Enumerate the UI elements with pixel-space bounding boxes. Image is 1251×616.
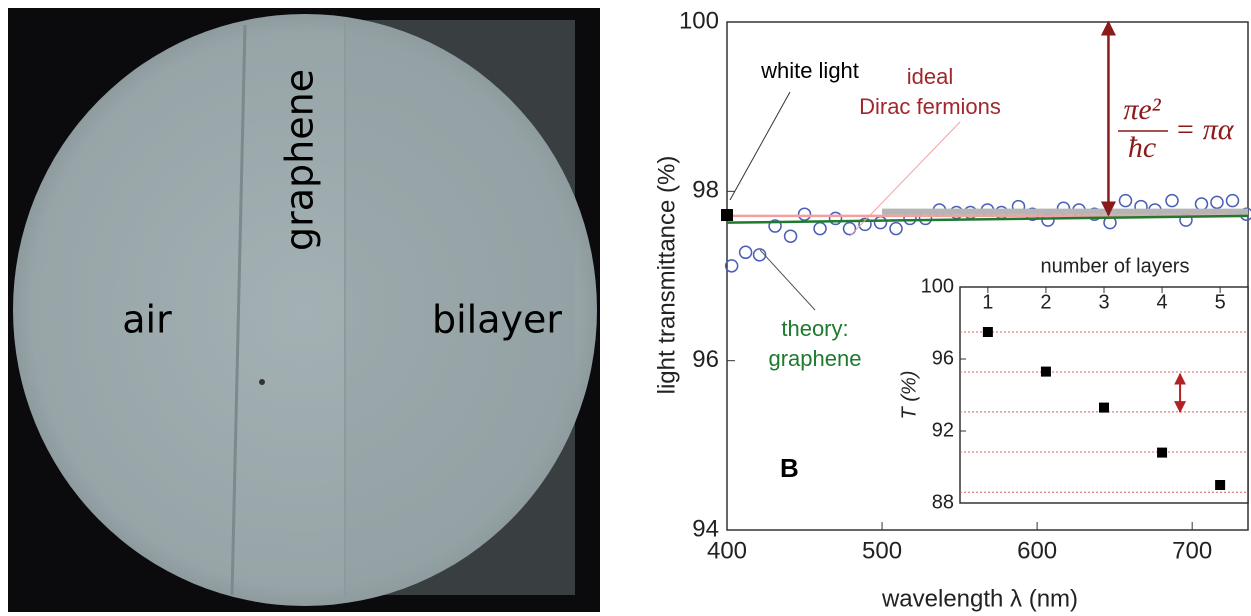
y-tick-label: 96 [692, 346, 719, 373]
y-tick-label: 100 [921, 275, 954, 297]
data-point [1165, 193, 1179, 208]
x-tick-label: 500 [862, 537, 902, 564]
dust [259, 379, 265, 385]
data-point [721, 209, 733, 222]
data-point [842, 221, 857, 236]
data-point [1157, 447, 1168, 458]
data-point [752, 248, 767, 262]
formula-numerator: πe² [1123, 93, 1161, 126]
y-tick-label: 94 [692, 515, 719, 542]
y-tick-label: 92 [932, 419, 954, 441]
formula-denominator: ħc [1128, 131, 1156, 164]
x-tick-label: 5 [1215, 291, 1226, 313]
inset-frame [959, 286, 1249, 504]
data-point [724, 259, 739, 273]
x-tick-label: 600 [1017, 537, 1057, 564]
x-axis-title: wavelength λ (nm) [881, 585, 1078, 612]
photo-label: air [122, 298, 172, 342]
data-point [1118, 193, 1133, 208]
annotation: Dirac fermions [859, 94, 1001, 119]
x-tick-label: 1 [982, 291, 993, 313]
data-point [797, 207, 812, 221]
data-point [768, 219, 782, 233]
leader [759, 249, 816, 311]
y-tick-label: 88 [932, 491, 954, 513]
photo-label: bilayer [432, 298, 562, 342]
x-tick-label: 2 [1040, 291, 1051, 313]
x-tick-label: 700 [1172, 537, 1212, 564]
inset-y-title: T (%) [898, 371, 920, 420]
data-point [858, 217, 872, 232]
x-tick-label: 3 [1098, 291, 1109, 313]
data-point [889, 221, 903, 236]
annotation: white light [760, 58, 859, 83]
formula-rhs: = πα [1175, 113, 1235, 146]
y-tick-label: 100 [679, 7, 719, 34]
sample-disc [13, 14, 597, 606]
theory-line [726, 214, 1249, 224]
data-point [1225, 193, 1240, 208]
x-tick-label: 4 [1157, 291, 1168, 313]
inset-chart: 88 92 96 100 1 2 3 4 5 number of layers T (%) [898, 255, 1249, 513]
leader [729, 91, 791, 201]
y-axis-title: light transmittance (%) [653, 156, 680, 395]
annotation: graphene [769, 346, 862, 371]
annotation: ideal [907, 64, 953, 89]
panel-label: B [780, 453, 799, 483]
y-tick-label: 96 [932, 347, 954, 369]
data-point [1040, 366, 1051, 377]
data-point [828, 211, 843, 226]
y-tick-label: 98 [692, 177, 719, 204]
data-point [783, 229, 798, 243]
photo: air graphene bilayer [8, 8, 600, 612]
annotation: theory: [781, 316, 848, 341]
data-point [1099, 402, 1109, 413]
data-point [738, 245, 753, 260]
bilayer-region [345, 20, 575, 595]
graphene-edge [230, 24, 247, 596]
leader [849, 121, 961, 237]
x-tick-label: 400 [707, 537, 747, 564]
inset-title: number of layers [1041, 255, 1190, 277]
photo-label: graphene [278, 69, 322, 251]
data-point [1215, 480, 1226, 490]
data-point [982, 327, 993, 337]
data-point [1210, 195, 1224, 210]
